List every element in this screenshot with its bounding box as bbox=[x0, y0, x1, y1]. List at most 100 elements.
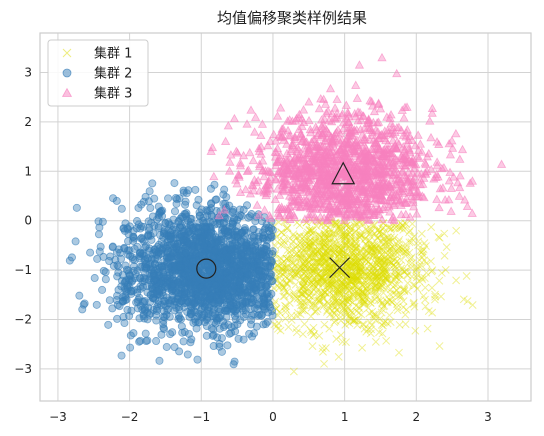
data-point bbox=[323, 306, 332, 315]
data-point bbox=[188, 256, 197, 265]
data-point bbox=[105, 296, 114, 305]
data-point bbox=[345, 277, 354, 286]
data-point bbox=[141, 264, 150, 273]
data-point bbox=[351, 257, 360, 266]
data-point bbox=[309, 299, 318, 308]
data-point bbox=[177, 283, 186, 292]
data-point bbox=[387, 224, 396, 233]
data-point bbox=[367, 244, 376, 253]
data-point bbox=[385, 257, 394, 266]
data-point bbox=[168, 281, 177, 290]
data-point bbox=[300, 277, 309, 286]
legend-label: 集群 1 bbox=[94, 46, 132, 62]
data-point bbox=[259, 205, 270, 214]
data-point bbox=[357, 310, 366, 319]
data-point bbox=[300, 280, 309, 289]
data-point bbox=[272, 321, 281, 330]
data-point bbox=[220, 136, 231, 145]
data-point bbox=[299, 281, 307, 290]
data-point bbox=[259, 320, 268, 329]
data-point bbox=[351, 281, 360, 290]
data-point bbox=[369, 251, 378, 260]
y-tick-label: −1 bbox=[14, 263, 32, 277]
data-point bbox=[223, 341, 232, 350]
data-point bbox=[331, 279, 340, 288]
data-point bbox=[399, 245, 408, 254]
data-point bbox=[335, 239, 344, 248]
data-point bbox=[346, 236, 355, 245]
data-point bbox=[324, 299, 333, 308]
data-point bbox=[455, 171, 465, 180]
data-point bbox=[308, 266, 317, 275]
data-point bbox=[366, 271, 375, 279]
data-point bbox=[215, 219, 224, 228]
data-point bbox=[215, 324, 224, 333]
data-point bbox=[215, 274, 224, 283]
data-point bbox=[330, 249, 339, 258]
data-point bbox=[326, 263, 335, 272]
data-point bbox=[311, 250, 320, 259]
data-point bbox=[324, 279, 333, 288]
data-point bbox=[315, 246, 324, 254]
data-point bbox=[313, 247, 322, 256]
data-point bbox=[178, 328, 187, 337]
data-point bbox=[227, 245, 236, 254]
data-point bbox=[329, 259, 338, 268]
data-point bbox=[117, 254, 126, 263]
data-point bbox=[388, 250, 397, 259]
data-point bbox=[239, 312, 248, 321]
data-point bbox=[108, 243, 117, 252]
data-point bbox=[378, 241, 387, 249]
data-point bbox=[370, 273, 379, 281]
data-point bbox=[195, 292, 204, 301]
data-point bbox=[301, 263, 310, 272]
legend: 集群 1集群 2集群 3 bbox=[47, 39, 149, 107]
data-point bbox=[318, 250, 327, 259]
data-point bbox=[385, 252, 394, 261]
data-point bbox=[368, 246, 377, 255]
data-point bbox=[382, 336, 391, 345]
data-point bbox=[390, 250, 399, 259]
data-point bbox=[193, 355, 202, 364]
data-point bbox=[306, 242, 315, 251]
data-point bbox=[331, 240, 339, 249]
data-point bbox=[320, 289, 329, 297]
data-point bbox=[126, 343, 135, 352]
data-point bbox=[395, 223, 403, 232]
data-point bbox=[377, 52, 387, 62]
data-point bbox=[332, 273, 340, 282]
data-point bbox=[378, 224, 387, 233]
data-point bbox=[358, 280, 367, 289]
data-point bbox=[325, 255, 334, 264]
data-point bbox=[392, 68, 402, 78]
data-point bbox=[191, 185, 200, 194]
data-point bbox=[189, 318, 198, 327]
data-point bbox=[337, 331, 345, 340]
data-point bbox=[136, 336, 145, 345]
data-point bbox=[336, 283, 345, 292]
data-point bbox=[167, 232, 176, 241]
data-point bbox=[156, 207, 165, 216]
data-point bbox=[328, 298, 337, 307]
data-point bbox=[352, 276, 361, 285]
data-point bbox=[393, 249, 402, 258]
data-point bbox=[72, 203, 81, 212]
data-point bbox=[454, 191, 465, 200]
data-point bbox=[378, 298, 387, 307]
data-point bbox=[421, 302, 430, 311]
data-point bbox=[337, 277, 346, 286]
data-point bbox=[462, 201, 473, 211]
data-point bbox=[397, 223, 406, 232]
data-point bbox=[247, 320, 256, 329]
data-point bbox=[105, 257, 114, 266]
data-point bbox=[242, 119, 252, 128]
data-point bbox=[435, 276, 444, 285]
data-point bbox=[349, 253, 358, 262]
data-point bbox=[377, 250, 386, 259]
data-point bbox=[261, 258, 270, 267]
data-point bbox=[290, 288, 298, 297]
data-point bbox=[331, 289, 340, 298]
data-point bbox=[330, 245, 339, 254]
data-point bbox=[287, 240, 296, 249]
data-point bbox=[297, 301, 305, 310]
